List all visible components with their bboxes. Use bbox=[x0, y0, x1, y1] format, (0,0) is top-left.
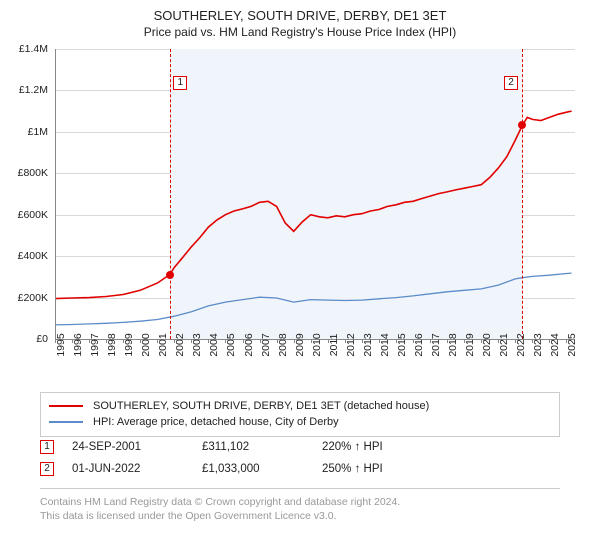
legend-label-2: HPI: Average price, detached house, City… bbox=[93, 416, 339, 428]
x-tick-label: 1999 bbox=[123, 333, 135, 356]
sale-hpi-1: 220% ↑ HPI bbox=[322, 441, 452, 453]
sale-marker-1: 1 bbox=[40, 440, 54, 454]
sale-dot bbox=[166, 271, 174, 279]
footer-line-2: This data is licensed under the Open Gov… bbox=[40, 509, 560, 523]
chart-title: SOUTHERLEY, SOUTH DRIVE, DERBY, DE1 3ET bbox=[0, 8, 600, 23]
y-tick-label: £800K bbox=[18, 167, 48, 179]
y-axis: £0£200K£400K£600K£800K£1M£1.2M£1.4M bbox=[0, 49, 52, 339]
x-tick-label: 2013 bbox=[362, 333, 374, 356]
x-tick-label: 2004 bbox=[208, 333, 220, 356]
legend-item-2: HPI: Average price, detached house, City… bbox=[49, 414, 551, 430]
x-tick-label: 1996 bbox=[72, 333, 84, 356]
chart-container: SOUTHERLEY, SOUTH DRIVE, DERBY, DE1 3ET … bbox=[0, 0, 600, 560]
x-tick-label: 2020 bbox=[481, 333, 493, 356]
x-tick-label: 2023 bbox=[532, 333, 544, 356]
x-tick-label: 2015 bbox=[396, 333, 408, 356]
sale-date-1: 24-SEP-2001 bbox=[72, 441, 202, 453]
x-tick-label: 2024 bbox=[549, 333, 561, 356]
sale-price-1: £311,102 bbox=[202, 441, 322, 453]
sale-row-2: 2 01-JUN-2022 £1,033,000 250% ↑ HPI bbox=[40, 458, 560, 480]
x-tick-label: 2016 bbox=[413, 333, 425, 356]
event-vertical-line bbox=[170, 49, 171, 339]
x-tick-label: 2014 bbox=[379, 333, 391, 356]
legend-item-1: SOUTHERLEY, SOUTH DRIVE, DERBY, DE1 3ET … bbox=[49, 398, 551, 414]
y-tick-label: £400K bbox=[18, 250, 48, 262]
y-tick-label: £1.4M bbox=[19, 43, 48, 55]
legend-swatch-price bbox=[49, 405, 83, 407]
x-tick-label: 2008 bbox=[277, 333, 289, 356]
legend: SOUTHERLEY, SOUTH DRIVE, DERBY, DE1 3ET … bbox=[40, 392, 560, 437]
x-tick-label: 2010 bbox=[311, 333, 323, 356]
sale-hpi-2: 250% ↑ HPI bbox=[322, 463, 452, 475]
series-price bbox=[55, 111, 572, 299]
x-tick-label: 2006 bbox=[243, 333, 255, 356]
y-tick-label: £0 bbox=[36, 333, 48, 345]
x-tick-label: 2012 bbox=[345, 333, 357, 356]
plot-area: 12 bbox=[55, 49, 575, 339]
x-tick-label: 1995 bbox=[55, 333, 67, 356]
x-tick-label: 2022 bbox=[515, 333, 527, 356]
x-axis: 1995199619971998199920002001200220032004… bbox=[55, 339, 575, 384]
x-tick-label: 2017 bbox=[430, 333, 442, 356]
x-tick-label: 2009 bbox=[294, 333, 306, 356]
x-tick-label: 2019 bbox=[464, 333, 476, 356]
x-tick-label: 2018 bbox=[447, 333, 459, 356]
chart-subtitle: Price paid vs. HM Land Registry's House … bbox=[0, 25, 600, 39]
x-tick-label: 2025 bbox=[566, 333, 578, 356]
x-tick-label: 1997 bbox=[89, 333, 101, 356]
sales-table: 1 24-SEP-2001 £311,102 220% ↑ HPI 2 01-J… bbox=[40, 436, 560, 480]
title-block: SOUTHERLEY, SOUTH DRIVE, DERBY, DE1 3ET … bbox=[0, 0, 600, 43]
y-axis-line bbox=[55, 49, 56, 339]
x-tick-label: 2000 bbox=[140, 333, 152, 356]
footer: Contains HM Land Registry data © Crown c… bbox=[40, 488, 560, 523]
y-tick-label: £200K bbox=[18, 292, 48, 304]
event-marker-square: 1 bbox=[173, 76, 187, 90]
x-tick-label: 2001 bbox=[157, 333, 169, 356]
y-tick-label: £1.2M bbox=[19, 84, 48, 96]
x-tick-label: 2021 bbox=[498, 333, 510, 356]
sale-dot bbox=[518, 121, 526, 129]
x-tick-label: 2003 bbox=[191, 333, 203, 356]
sale-price-2: £1,033,000 bbox=[202, 463, 322, 475]
x-tick-label: 2007 bbox=[260, 333, 272, 356]
event-marker-square: 2 bbox=[504, 76, 518, 90]
sale-row-1: 1 24-SEP-2001 £311,102 220% ↑ HPI bbox=[40, 436, 560, 458]
x-tick-label: 1998 bbox=[106, 333, 118, 356]
legend-swatch-hpi bbox=[49, 421, 83, 423]
footer-line-1: Contains HM Land Registry data © Crown c… bbox=[40, 495, 560, 509]
chart-area: £0£200K£400K£600K£800K£1M£1.2M£1.4M 12 1… bbox=[0, 44, 600, 384]
legend-label-1: SOUTHERLEY, SOUTH DRIVE, DERBY, DE1 3ET … bbox=[93, 400, 429, 412]
sale-marker-2: 2 bbox=[40, 462, 54, 476]
chart-svg bbox=[55, 49, 575, 339]
x-tick-label: 2011 bbox=[328, 334, 340, 357]
event-vertical-line bbox=[522, 49, 523, 339]
sale-date-2: 01-JUN-2022 bbox=[72, 463, 202, 475]
y-tick-label: £600K bbox=[18, 209, 48, 221]
series-hpi bbox=[55, 273, 572, 325]
y-tick-label: £1M bbox=[28, 126, 48, 138]
x-tick-label: 2002 bbox=[174, 333, 186, 356]
x-tick-label: 2005 bbox=[225, 333, 237, 356]
